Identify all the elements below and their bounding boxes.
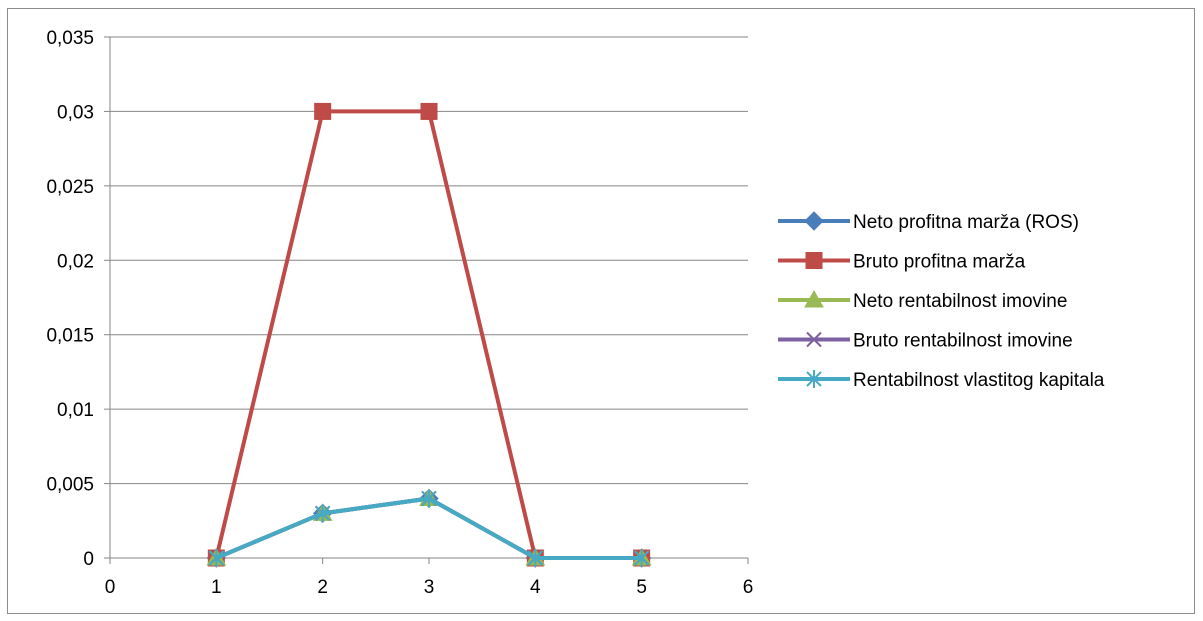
y-tick-label: 0,015 (46, 326, 94, 347)
x-tick-label: 5 (636, 577, 647, 598)
data-point (420, 102, 438, 120)
series-lines (206, 102, 652, 568)
legend-marker (806, 370, 822, 388)
x-tick-label: 4 (530, 577, 541, 598)
axes: 0 0,005 0,01 0,015 0,02 0,025 0,03 0,035 0 1 2 3 4 5 6 (46, 28, 753, 598)
y-tick-label: 0,02 (57, 251, 94, 272)
x-tick-label: 2 (317, 577, 328, 598)
legend-label: Rentabilnost vlastitog kapitala (853, 370, 1105, 391)
y-tick-label: 0,01 (57, 400, 94, 421)
y-tick-label: 0,03 (57, 102, 94, 123)
y-tick-label: 0,035 (46, 28, 94, 49)
legend-entry: Neto rentabilnost imovine (778, 289, 1067, 312)
legend-marker (804, 211, 824, 231)
legend-marker (806, 331, 822, 348)
legend-label: Bruto rentabilnost imovine (853, 331, 1073, 352)
legend: Neto profitna marža (ROS) Bruto profitna … (778, 211, 1105, 391)
legend-marker (804, 289, 824, 308)
legend-entry: Bruto rentabilnost imovine (778, 331, 1073, 352)
legend-entry: Neto profitna marža (ROS) (778, 211, 1079, 233)
series-5 (208, 489, 650, 567)
data-point (527, 549, 544, 567)
data-point (208, 549, 225, 567)
y-tick-label: 0,005 (46, 475, 94, 496)
data-point (314, 504, 331, 523)
data-point (314, 102, 332, 120)
chart-frame (7, 8, 1195, 614)
x-tick-label: 3 (424, 577, 435, 598)
legend-label: Neto rentabilnost imovine (853, 291, 1067, 312)
data-point (421, 489, 437, 508)
legend-label: Bruto profitna marža (853, 252, 1026, 273)
x-tick-label: 1 (211, 577, 222, 598)
legend-label: Neto profitna marža (ROS) (853, 212, 1079, 233)
legend-marker (805, 252, 823, 269)
legend-entry: Bruto profitna marža (778, 252, 1026, 273)
y-tick-label: 0 (83, 549, 94, 570)
data-point (633, 549, 650, 567)
x-tick-label: 0 (105, 577, 116, 598)
legend-entry: Rentabilnost vlastitog kapitala (778, 370, 1105, 391)
x-tick-label: 6 (743, 577, 754, 598)
y-tick-label: 0,025 (46, 177, 94, 198)
